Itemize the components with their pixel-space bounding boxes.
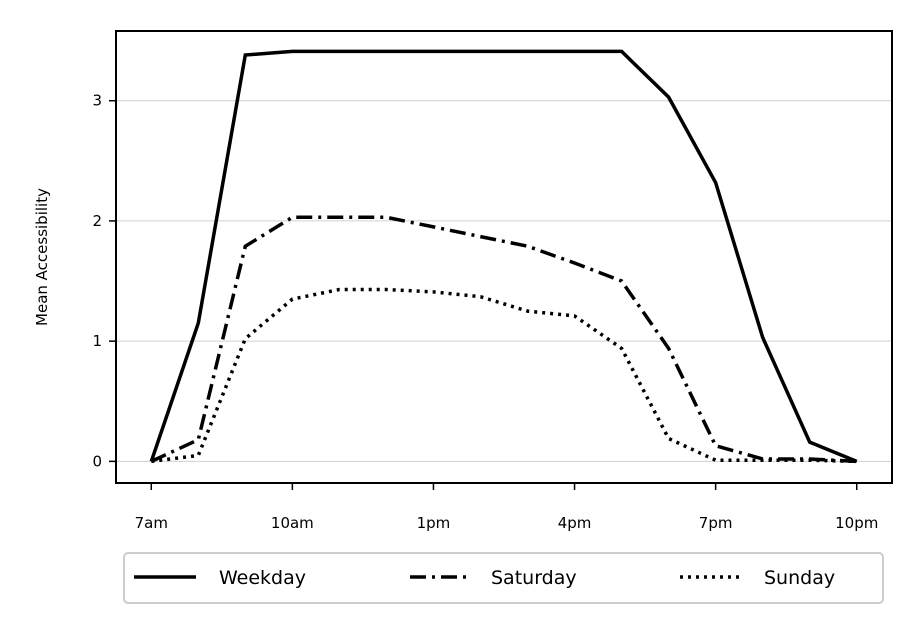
data-point-sunday xyxy=(244,337,247,340)
data-point-saturday xyxy=(573,262,576,265)
x-tick-label: 4pm xyxy=(558,514,592,532)
data-point-weekday xyxy=(526,50,529,53)
x-tick-label: 7am xyxy=(135,514,168,532)
data-point-sunday xyxy=(714,459,717,462)
series-sunday xyxy=(150,287,858,464)
data-point-weekday xyxy=(479,50,482,53)
data-point-weekday xyxy=(197,322,200,325)
y-axis-label: Mean Accessibility xyxy=(33,188,51,326)
series-saturday xyxy=(150,215,857,464)
data-point-weekday xyxy=(244,54,247,57)
data-point-saturday xyxy=(244,245,247,248)
data-point-weekday xyxy=(714,181,717,184)
data-point-weekday xyxy=(620,50,623,53)
data-point-saturday xyxy=(526,245,529,248)
data-point-saturday xyxy=(291,216,294,219)
series-line-sunday xyxy=(151,287,857,464)
series-line-saturday xyxy=(150,215,857,464)
legend: Weekday Saturday Sunday xyxy=(123,552,884,604)
data-point-saturday xyxy=(479,235,482,238)
x-tick-label: 1pm xyxy=(417,514,451,532)
data-point-saturday xyxy=(385,216,388,219)
series-weekday xyxy=(149,49,858,464)
x-tick-label: 7pm xyxy=(699,514,733,532)
data-point-weekday xyxy=(808,441,811,444)
legend-box xyxy=(123,552,884,604)
plot-frame xyxy=(115,30,893,484)
data-point-sunday xyxy=(573,314,576,317)
data-point-sunday xyxy=(855,460,858,463)
data-point-sunday xyxy=(338,288,341,291)
data-point-sunday xyxy=(150,460,153,463)
legend-label-saturday: Saturday xyxy=(491,567,577,589)
legend-label-sunday: Sunday xyxy=(764,567,835,589)
data-point-saturday xyxy=(620,280,623,283)
x-tick-label: 10pm xyxy=(835,514,878,532)
data-point-weekday xyxy=(667,96,670,99)
data-point-saturday xyxy=(197,438,200,441)
data-point-sunday xyxy=(761,459,764,462)
data-point-weekday xyxy=(385,50,388,53)
data-point-sunday xyxy=(197,454,200,457)
y-tick-label: 1 xyxy=(92,332,102,350)
series-line-weekday xyxy=(149,49,858,464)
data-point-sunday xyxy=(291,298,294,301)
data-point-weekday xyxy=(573,50,576,53)
data-point-sunday xyxy=(808,459,811,462)
data-point-weekday xyxy=(432,50,435,53)
y-tick-label: 3 xyxy=(92,92,102,110)
data-point-saturday xyxy=(338,216,341,219)
data-point-saturday xyxy=(667,347,670,350)
data-point-sunday xyxy=(385,288,388,291)
data-point-weekday xyxy=(291,50,294,53)
gridlines xyxy=(116,100,892,462)
series-lines xyxy=(149,49,858,464)
data-point-sunday xyxy=(667,437,670,440)
data-point-weekday xyxy=(338,50,341,53)
y-tick-label: 0 xyxy=(92,452,102,470)
y-tick-label: 2 xyxy=(92,212,102,230)
y-axis: 0 1 2 3 xyxy=(92,92,116,470)
legend-label-weekday: Weekday xyxy=(219,567,306,589)
data-point-sunday xyxy=(526,310,529,313)
x-axis: 7am 10am 1pm 4pm 7pm 10pm xyxy=(135,483,878,532)
x-tick-label: 10am xyxy=(271,514,314,532)
data-point-saturday xyxy=(432,225,435,228)
data-point-weekday xyxy=(761,336,764,339)
data-point-sunday xyxy=(620,347,623,350)
data-point-sunday xyxy=(479,295,482,298)
data-point-sunday xyxy=(432,290,435,293)
data-point-saturday xyxy=(714,444,717,447)
